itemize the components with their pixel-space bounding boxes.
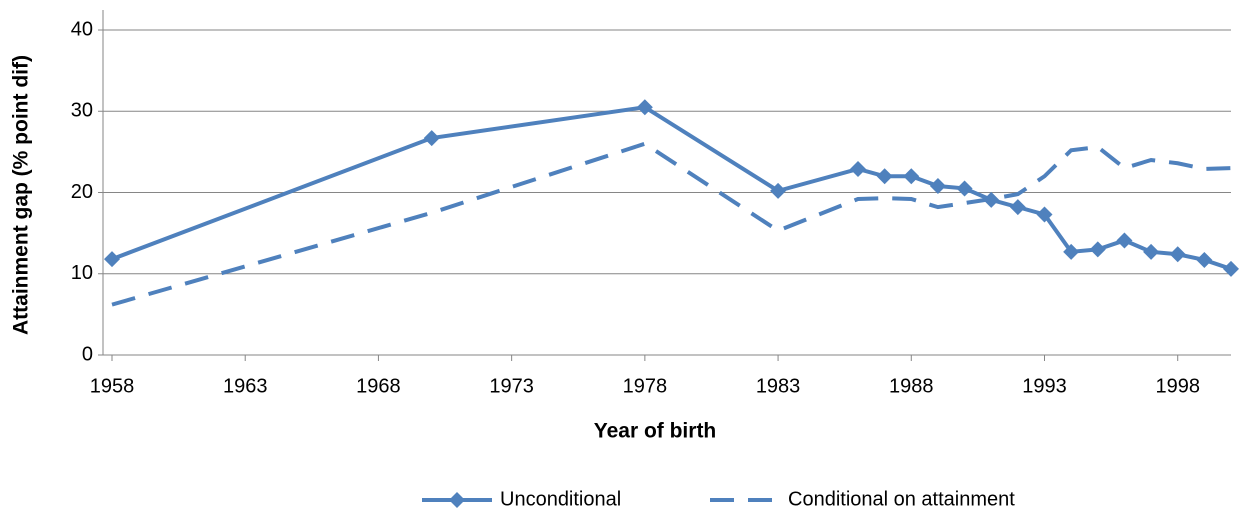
y-axis-title: Attainment gap (% point dif) — [10, 55, 33, 335]
marker — [770, 182, 787, 199]
marker — [903, 168, 920, 185]
marker — [1116, 232, 1133, 249]
x-tick-label: 1988 — [889, 375, 934, 397]
x-axis-title: Year of birth — [594, 420, 717, 443]
marker — [1036, 206, 1053, 223]
marker — [1169, 246, 1186, 263]
x-tick-label: 1983 — [756, 375, 801, 397]
y-tick-label: 40 — [71, 18, 93, 40]
marker — [1223, 260, 1239, 277]
x-tick-label: 1968 — [356, 375, 401, 397]
y-tick-label: 30 — [71, 100, 93, 122]
series-line — [111, 105, 1232, 271]
series-line — [111, 141, 1232, 307]
x-tick-label: 1993 — [1022, 375, 1067, 397]
marker — [929, 178, 946, 194]
x-tick-label: 1973 — [489, 375, 534, 397]
y-tick-label: 20 — [71, 181, 93, 203]
y-tick-label: 10 — [71, 262, 93, 284]
legend-marker — [449, 492, 465, 508]
marker — [423, 130, 440, 147]
legend-label: Unconditional — [500, 488, 621, 510]
marker — [1009, 199, 1026, 216]
marker — [983, 191, 1000, 208]
marker — [1143, 243, 1160, 260]
marker — [1196, 251, 1213, 268]
marker — [876, 168, 893, 185]
marker — [850, 160, 866, 177]
marker — [104, 251, 120, 268]
marker — [636, 99, 653, 116]
marker — [1063, 243, 1080, 260]
x-tick-label: 1998 — [1155, 375, 1200, 397]
x-tick-label: 1958 — [90, 375, 135, 397]
marker — [1089, 241, 1106, 258]
legend-label: Conditional on attainment — [788, 488, 1015, 510]
y-tick-label: 0 — [82, 343, 93, 365]
x-tick-label: 1978 — [623, 375, 668, 397]
marker — [956, 180, 973, 197]
x-tick-label: 1963 — [223, 375, 268, 397]
